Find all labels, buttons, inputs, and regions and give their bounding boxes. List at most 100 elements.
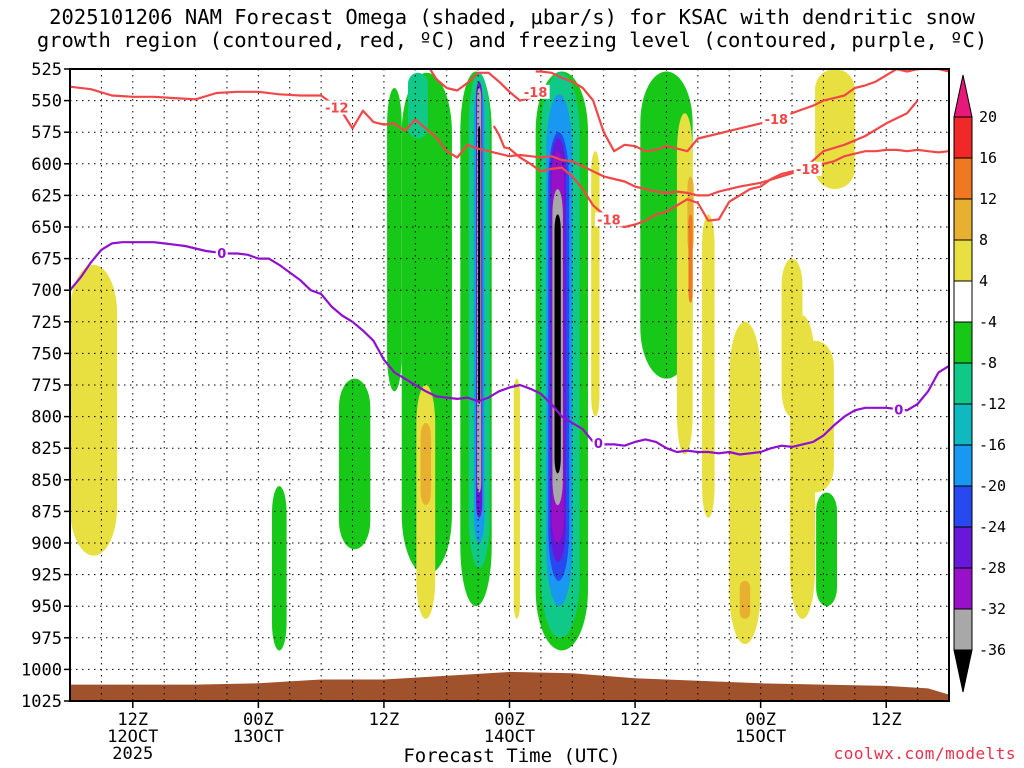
colorbar-band-12 <box>953 567 973 610</box>
colorbar-label-4: 4 <box>979 272 988 290</box>
colorbar-band-13 <box>953 608 973 651</box>
contour-label-bg-0 <box>322 100 351 115</box>
colorbar-label-1: 16 <box>979 149 997 167</box>
omega-region-green-plume-left <box>338 378 371 550</box>
x-tick-label-54-0: 12Z <box>620 710 651 730</box>
colorbar: 20 16 12 8 4 -4 -8 -12 -16 -20 -24 -28 -32 -36 <box>953 74 1006 693</box>
contour-label-bg-6 <box>592 436 605 451</box>
colorbar-label-2: 12 <box>979 190 997 208</box>
omega-region-yellow-col-5 <box>797 340 834 493</box>
colorbar-band-1 <box>953 116 973 159</box>
omega-region-orange-thin <box>688 214 693 303</box>
contour-label-bg-4 <box>762 111 791 126</box>
y-tick-label-1025: 1025 <box>21 692 62 712</box>
omega-region-yellow-thin <box>591 151 600 417</box>
colorbar-label-8: -16 <box>979 436 1006 454</box>
omega-region-green-pre-wave <box>401 72 452 575</box>
contour-label-bg-5 <box>215 245 228 260</box>
contour-label-freezing-level-6: 0 <box>594 437 603 452</box>
omega-region-yellow-mid <box>513 378 520 619</box>
title-line-2: growth region (contoured, red, ºC) and f… <box>36 28 988 52</box>
y-tick-label-950: 950 <box>31 597 62 617</box>
y-tick-label-775: 775 <box>31 376 62 396</box>
y-tick-label-750: 750 <box>31 344 62 364</box>
omega-region-yellow-left-edge <box>70 264 118 556</box>
colorbar-band-6 <box>953 321 973 364</box>
y-tick-label-600: 600 <box>31 155 62 175</box>
y-tick-label-825: 825 <box>31 439 62 459</box>
colorbar-label-12: -32 <box>979 600 1006 618</box>
contour-label-dgz-bottom-3: -18 <box>796 163 820 178</box>
x-tick-label-78-0: 12Z <box>871 710 902 730</box>
colorbar-band-2 <box>953 157 973 200</box>
x-tick-label-18-1: 13OCT <box>233 727 284 747</box>
contour-label-bg-1 <box>521 84 550 99</box>
contour-labels: -12 -18 -18 -18 -18 0 0 0 <box>215 84 905 452</box>
colorbar-label-5: -4 <box>979 313 997 331</box>
omega-region-black-main-left <box>478 125 481 404</box>
chart-title: 2025101206 NAM Forecast Omega (shaded, μ… <box>0 6 1024 52</box>
x-tick-label-42-0: 00Z <box>494 710 525 730</box>
colorbar-label-9: -20 <box>979 477 1006 495</box>
y-tick-label-800: 800 <box>31 408 62 428</box>
colorbar-band-9 <box>953 444 973 487</box>
colorbar-band-5 <box>953 280 973 323</box>
x-tick-label-18-0: 00Z <box>243 710 274 730</box>
colorbar-band-3 <box>953 198 973 241</box>
omega-region-gold-left-mid <box>420 422 432 506</box>
colorbar-bottom-arrow <box>953 649 973 693</box>
contour-dgz-top <box>70 85 919 197</box>
omega-region-yellow-top-right <box>815 69 855 190</box>
contour-label-freezing-level-5: 0 <box>217 247 226 262</box>
contour-label-dgz-upper-left-1: -18 <box>524 86 548 101</box>
y-tick-label-1000: 1000 <box>21 660 62 680</box>
y-tick-label-525: 525 <box>31 60 62 80</box>
y-tick-label-625: 625 <box>31 186 62 206</box>
y-tick-label-925: 925 <box>31 566 62 586</box>
y-tick-label-875: 875 <box>31 502 62 522</box>
omega-region-yellow-col-3 <box>729 321 761 645</box>
y-tick-label-550: 550 <box>31 92 62 112</box>
x-tick-label-6-1: 12OCT <box>107 727 158 747</box>
contour-label-bg-2 <box>594 212 623 227</box>
x-tick-label-42-1: 14OCT <box>484 727 535 747</box>
colorbar-label-10: -24 <box>979 518 1006 536</box>
contour-label-dgz-upper-right-4: -18 <box>765 113 789 128</box>
colorbar-label-13: -36 <box>979 641 1006 659</box>
colorbar-band-8 <box>953 403 973 446</box>
omega-region-black-main-right <box>554 214 561 474</box>
colorbar-top-arrow <box>953 74 973 118</box>
contour-label-bg-7 <box>892 402 905 417</box>
omega-shading <box>70 69 855 651</box>
y-tick-label-675: 675 <box>31 250 62 270</box>
omega-region-gold-right <box>739 580 751 619</box>
omega-region-green-left-column <box>387 87 402 392</box>
x-tick-label-6-2: 2025 <box>112 744 153 764</box>
colorbar-band-4 <box>953 239 973 282</box>
colorbar-band-11 <box>953 526 973 569</box>
colorbar-label-7: -12 <box>979 395 1006 413</box>
contour-dgz-bottom <box>492 125 949 229</box>
colorbar-band-10 <box>953 485 973 528</box>
colorbar-band-7 <box>953 362 973 405</box>
omega-region-yellow-col-2 <box>702 214 715 518</box>
y-tick-label-575: 575 <box>31 123 62 143</box>
x-tick-label-66-1: 15OCT <box>735 727 786 747</box>
site-credit[interactable]: coolwx.com/modelts <box>833 744 1016 763</box>
omega-region-green-far-right <box>816 492 838 607</box>
colorbar-label-6: -8 <box>979 354 997 372</box>
x-tick-label-66-0: 00Z <box>745 710 776 730</box>
x-tick-label-6-0: 12Z <box>117 710 148 730</box>
y-tick-label-900: 900 <box>31 534 62 554</box>
y-tick-label-700: 700 <box>31 281 62 301</box>
contour-dgz-upper-left <box>429 69 542 102</box>
y-tick-label-725: 725 <box>31 313 62 333</box>
x-axis-title: Forecast Time (UTC) <box>403 745 621 767</box>
colorbar-label-11: -28 <box>979 559 1006 577</box>
contour-dgz-upper-right <box>535 69 949 153</box>
y-tick-label-850: 850 <box>31 471 62 491</box>
y-tick-label-650: 650 <box>31 218 62 238</box>
omega-region-yellow-right-edge <box>781 258 803 417</box>
x-tick-label-30-0: 12Z <box>369 710 400 730</box>
